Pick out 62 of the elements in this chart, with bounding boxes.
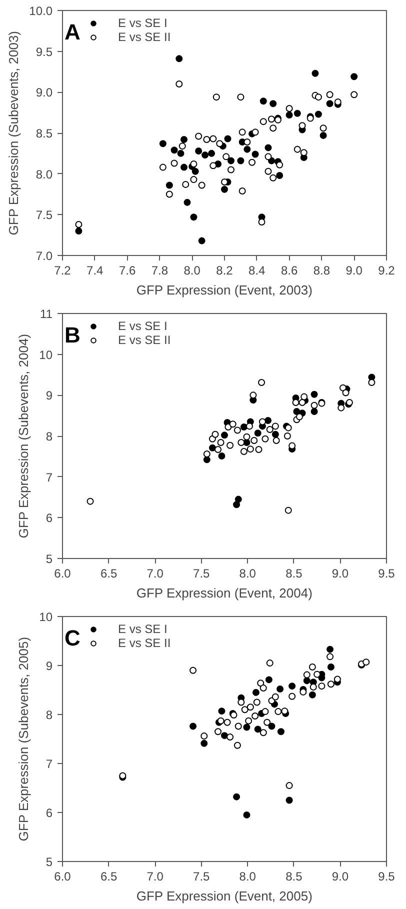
x-tick-label: 8.5 (286, 870, 303, 884)
y-tick-label: 9.5 (36, 44, 53, 59)
y-tick-label: 7 (46, 470, 53, 484)
y-tick-label: 7.0 (36, 249, 53, 263)
y-tick-label: 10 (39, 348, 53, 362)
legend-label: E vs SE I (118, 319, 168, 333)
x-tick-label: 6.5 (100, 870, 118, 884)
x-tick-label: 8.6 (280, 264, 298, 278)
annotation: A (64, 20, 80, 44)
annotation: B (64, 322, 80, 348)
y-tick-label: 11 (40, 307, 53, 321)
y-tick-label: 9.0 (36, 86, 53, 100)
x-tick-label: 8.0 (184, 264, 201, 278)
x-axis-title: GFP Expression (Event, 2003) (136, 282, 312, 298)
y-tick-label: 8 (46, 430, 53, 444)
x-tick-label: 8.0 (239, 870, 256, 884)
y-tick-label: 7 (46, 757, 53, 771)
x-axis-title: GFP Expression (Event, 2004) (136, 586, 312, 600)
legend-label: E vs SE I (118, 622, 168, 636)
y-tick-label: 5 (46, 855, 53, 869)
x-tick-label: 7.8 (151, 264, 168, 278)
x-tick-label: 8.2 (216, 264, 234, 278)
y-tick-label: 9 (46, 659, 53, 673)
y-tick-label: 7.5 (36, 208, 53, 222)
y-tick-label: 10.0 (29, 4, 53, 18)
legend-label: E vs SE II (118, 636, 171, 650)
x-tick-label: 7.4 (86, 264, 104, 278)
x-tick-label: 8.5 (286, 566, 303, 580)
x-tick-label: 9.0 (346, 264, 363, 278)
x-tick-label: 6.0 (54, 566, 72, 580)
y-tick-label: 8.0 (36, 167, 53, 182)
y-axis-title: GFP Expression (Subevents, 2005) (16, 636, 32, 842)
x-tick-label: 6.5 (100, 566, 118, 580)
x-tick-label: 9.0 (332, 870, 349, 884)
y-tick-label: 8.5 (36, 126, 53, 140)
x-tick-label: 7.5 (193, 566, 210, 580)
x-tick-label: 7.6 (118, 264, 136, 278)
y-tick-label: 5 (46, 552, 53, 566)
y-axis-title: GFP Expression (Subevents, 2003) (6, 30, 22, 236)
x-axis-title: GFP Expression (Event, 2005) (136, 888, 312, 904)
y-axis-title: GFP Expression (Subevents, 2004) (16, 334, 32, 538)
annotation: C (64, 626, 80, 650)
legend-label: E vs SE II (118, 333, 171, 347)
x-tick-label: 8.8 (313, 264, 330, 278)
legend-label: E vs SE I (118, 16, 168, 30)
y-tick-label: 8 (46, 708, 53, 722)
x-tick-label: 6.0 (54, 870, 72, 884)
y-tick-label: 10 (39, 610, 53, 624)
x-tick-label: 9.0 (332, 566, 349, 580)
x-tick-label: 9.5 (378, 566, 396, 580)
y-tick-label: 6 (46, 511, 53, 526)
x-tick-label: 8.4 (248, 264, 266, 278)
x-tick-label: 8.0 (239, 566, 256, 580)
legend-label: E vs SE II (118, 30, 171, 44)
x-tick-label: 7.2 (54, 264, 72, 278)
x-tick-label: 9.5 (378, 870, 396, 884)
x-tick-label: 7.0 (146, 566, 164, 580)
y-tick-label: 6 (46, 806, 53, 820)
x-tick-label: 9.2 (378, 264, 396, 278)
y-tick-label: 9 (46, 388, 53, 403)
x-tick-label: 7.5 (193, 870, 210, 884)
x-tick-label: 7.0 (146, 870, 164, 884)
